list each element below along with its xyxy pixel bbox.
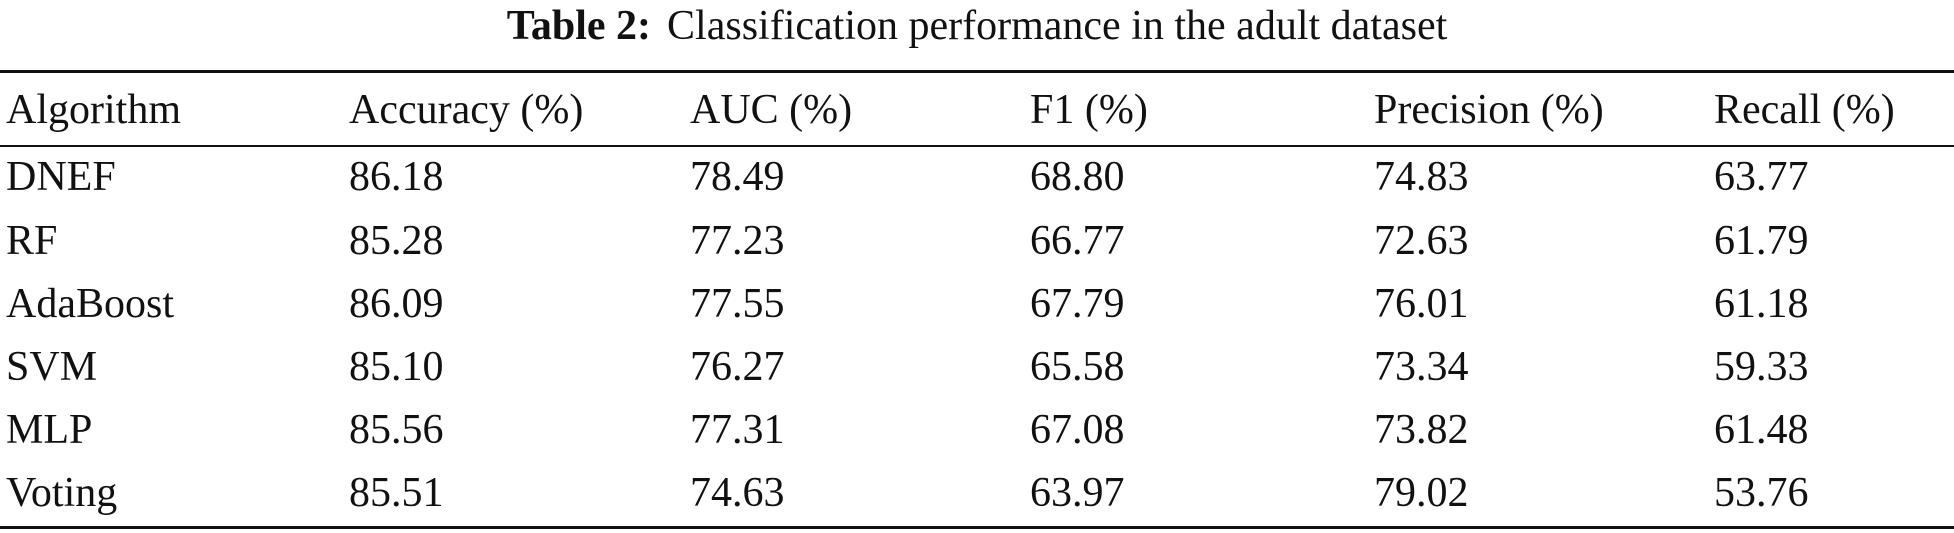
cell-auc: 74.63 — [690, 469, 785, 516]
cell-auc: 77.31 — [690, 406, 785, 453]
table-row: DNEF 86.18 78.49 68.80 74.83 63.77 — [0, 145, 1954, 209]
cell-auc: 76.27 — [690, 343, 785, 390]
cell-precision: 73.82 — [1374, 406, 1469, 453]
cell-auc: 78.49 — [690, 154, 785, 200]
header-precision: Precision (%) — [1374, 86, 1604, 133]
cell-accuracy: 85.51 — [349, 469, 444, 516]
table-caption: Table 2: Classification performance in th… — [0, 0, 1954, 62]
cell-algorithm: SVM — [6, 343, 98, 390]
cell-recall: 53.76 — [1714, 469, 1809, 516]
header-auc: AUC (%) — [690, 86, 853, 133]
header-recall: Recall (%) — [1714, 86, 1895, 133]
table-row: SVM 85.10 76.27 65.58 73.34 59.33 — [0, 335, 1954, 398]
cell-algorithm: RF — [6, 217, 58, 264]
cell-recall: 63.77 — [1714, 154, 1809, 200]
header-accuracy: Accuracy (%) — [349, 86, 584, 133]
cell-f1: 65.58 — [1030, 343, 1125, 390]
cell-algorithm: AdaBoost — [6, 280, 174, 327]
table-header: Algorithm Accuracy (%) AUC (%) F1 (%) Pr… — [0, 74, 1954, 145]
cell-algorithm: Voting — [6, 469, 118, 516]
cell-f1: 67.08 — [1030, 406, 1125, 453]
results-table: Algorithm Accuracy (%) AUC (%) F1 (%) Pr… — [0, 74, 1954, 524]
cell-accuracy: 85.56 — [349, 406, 444, 453]
cell-accuracy: 86.18 — [349, 154, 444, 200]
table-row: AdaBoost 86.09 77.55 67.79 76.01 61.18 — [0, 272, 1954, 335]
cell-precision: 73.34 — [1374, 343, 1469, 390]
table-caption-text: Classification performance in the adult … — [667, 3, 1448, 49]
cell-accuracy: 86.09 — [349, 280, 444, 327]
cell-recall: 61.18 — [1714, 280, 1809, 327]
header-f1: F1 (%) — [1030, 86, 1148, 133]
cell-auc: 77.55 — [690, 280, 785, 327]
cell-recall: 59.33 — [1714, 343, 1809, 390]
table-body: DNEF 86.18 78.49 68.80 74.83 63.77 RF 85… — [0, 145, 1954, 524]
table-row: MLP 85.56 77.31 67.08 73.82 61.48 — [0, 398, 1954, 461]
cell-auc: 77.23 — [690, 217, 785, 264]
cell-f1: 68.80 — [1030, 154, 1125, 200]
cell-recall: 61.79 — [1714, 217, 1809, 264]
cell-f1: 63.97 — [1030, 469, 1125, 516]
table-row: RF 85.28 77.23 66.77 72.63 61.79 — [0, 209, 1954, 272]
cell-accuracy: 85.28 — [349, 217, 444, 264]
cell-recall: 61.48 — [1714, 406, 1809, 453]
table-header-rule — [0, 145, 1954, 147]
table-caption-label: Table 2: — [506, 3, 652, 49]
table-top-rule — [0, 70, 1954, 73]
cell-algorithm: DNEF — [6, 154, 116, 200]
table-bottom-rule — [0, 526, 1954, 529]
table-row: Voting 85.51 74.63 63.97 79.02 53.76 — [0, 461, 1954, 524]
cell-f1: 67.79 — [1030, 280, 1125, 327]
cell-precision: 76.01 — [1374, 280, 1469, 327]
cell-accuracy: 85.10 — [349, 343, 444, 390]
header-row: Algorithm Accuracy (%) AUC (%) F1 (%) Pr… — [0, 74, 1954, 145]
cell-algorithm: MLP — [6, 406, 93, 453]
header-algorithm: Algorithm — [6, 86, 181, 133]
cell-precision: 72.63 — [1374, 217, 1469, 264]
cell-f1: 66.77 — [1030, 217, 1125, 264]
cell-precision: 74.83 — [1374, 154, 1469, 200]
cell-precision: 79.02 — [1374, 469, 1469, 516]
